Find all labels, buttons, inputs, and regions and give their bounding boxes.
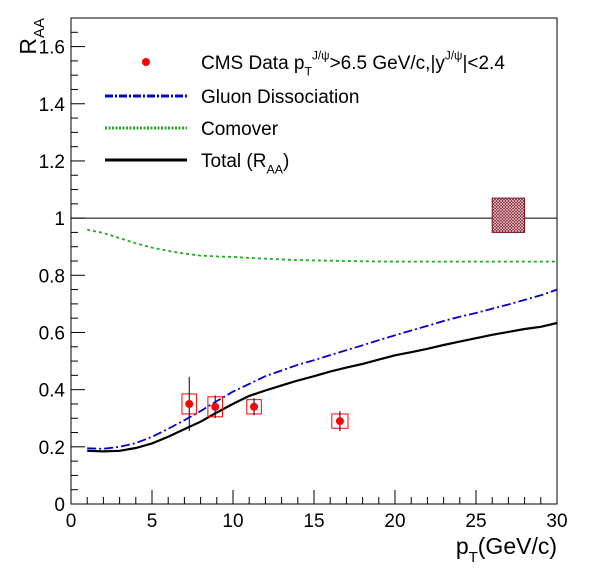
x-tick-label: 10 (222, 511, 243, 532)
x-tick-label: 20 (384, 511, 405, 532)
y-tick-label: 1.2 (39, 152, 65, 173)
global-uncertainty-box (491, 197, 526, 233)
data-point (207, 395, 223, 419)
x-tick-label: 15 (303, 511, 324, 532)
x-tick-label: 30 (546, 511, 567, 532)
y-tick-label: 1.4 (39, 95, 66, 116)
x-tick-label: 0 (66, 511, 77, 532)
y-tick-label: 0.2 (39, 438, 65, 459)
y-tick-label: 0.8 (39, 266, 65, 287)
legend-label: CMS Data pTJ/ψ>6.5 GeV/c,|yJ/ψ|<2.4 (201, 50, 505, 79)
y-tick-label: 0.6 (39, 323, 65, 344)
y-tick-label: 0 (54, 495, 65, 516)
data-marker (335, 417, 344, 426)
y-tick-label: 0.4 (39, 381, 66, 402)
legend-label: Comover (201, 119, 279, 140)
data-point (246, 398, 262, 416)
legend-marker (142, 58, 150, 66)
x-tick-label: 25 (465, 511, 486, 532)
legend-label: Gluon Dissociation (201, 87, 359, 108)
data-point (331, 411, 349, 432)
y-tick-label: 1 (54, 209, 65, 230)
data-marker (211, 402, 220, 411)
data-marker (250, 402, 259, 411)
legend-label: Total (RAA) (201, 151, 289, 177)
x-tick-label: 5 (147, 511, 158, 532)
series-line-comover (87, 228, 557, 263)
series-line-gluon-dissociation (87, 288, 558, 450)
x-axis-title: pT(GeV/c) (456, 533, 557, 566)
y-axis-title: RAA (15, 18, 48, 55)
data-point (181, 376, 198, 432)
series-line-total-raa (87, 321, 558, 453)
y-tick-label: 1.6 (39, 38, 65, 59)
data-marker (185, 399, 194, 408)
